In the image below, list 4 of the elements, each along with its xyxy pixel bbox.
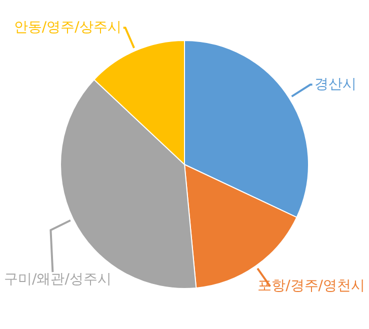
slice-label: 포항/경주/영천시 [258,278,366,294]
slice-label: 경산시 [314,76,356,92]
slice-label: 구미/왜관/성주시 [4,272,112,288]
slice-label: 안동/영주/상주시 [14,19,122,36]
